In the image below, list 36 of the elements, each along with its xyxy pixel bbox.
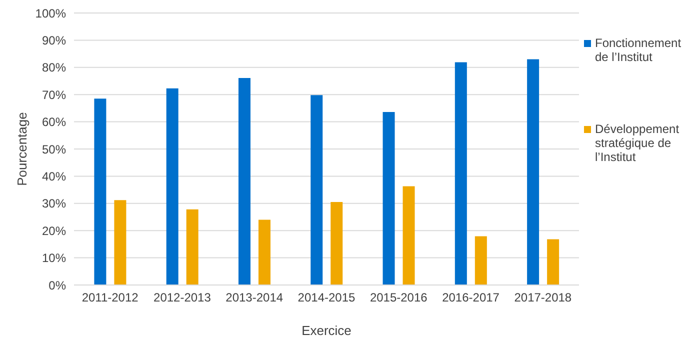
bar (186, 209, 198, 285)
bar (382, 112, 395, 285)
y-tick-label: 10% (42, 251, 66, 266)
x-tick-label: 2015-2016 (370, 290, 428, 305)
legend-label: Fonctionnement de l’Institut (595, 36, 682, 64)
bar (258, 220, 270, 285)
y-tick-label: 30% (42, 196, 66, 211)
bar (94, 98, 106, 285)
bar (166, 88, 178, 285)
legend-label: Développement stratégique de l’Institut (595, 122, 680, 164)
x-tick-label: 2017-2018 (514, 290, 572, 305)
y-axis-title: Pourcentage (14, 112, 30, 186)
y-tick-label: 40% (42, 169, 66, 184)
y-tick-label: 60% (42, 115, 66, 130)
bar (454, 62, 467, 285)
x-tick-label: 2013-2014 (226, 290, 284, 305)
y-tick-label: 20% (42, 224, 66, 238)
bar (114, 200, 126, 285)
y-tick-label: 50% (42, 142, 66, 156)
y-tick-label: 70% (42, 88, 66, 102)
bar (527, 59, 540, 285)
x-tick-label: 2016-2017 (442, 290, 500, 305)
x-tick-label: 2011-2012 (82, 290, 139, 305)
y-tick-label: 90% (42, 33, 66, 48)
bar (474, 236, 487, 285)
y-tick-label: 100% (35, 6, 66, 20)
x-tick-label: 2014-2015 (298, 290, 356, 305)
bar (330, 202, 343, 285)
bar (238, 78, 250, 285)
bar (402, 186, 415, 285)
x-axis-title: Exercice (302, 323, 352, 338)
bar (310, 95, 323, 285)
x-tick-label: 2012-2013 (154, 290, 212, 305)
bar (547, 239, 560, 285)
y-tick-label: 80% (42, 60, 66, 75)
y-tick-label: 0% (48, 278, 66, 292)
